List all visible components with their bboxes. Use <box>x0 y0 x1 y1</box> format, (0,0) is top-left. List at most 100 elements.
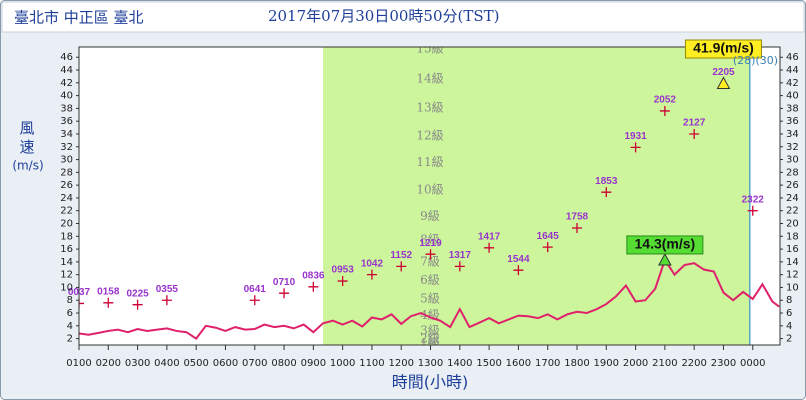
level-label: 1級 <box>420 336 440 350</box>
y-tick-label: 12 <box>60 270 73 281</box>
point-label: 1758 <box>566 212 589 223</box>
y2-tick-label: 22 <box>786 206 799 217</box>
point-label: 1219 <box>419 238 442 249</box>
y2-tick-label: 24 <box>786 193 799 204</box>
x-tick-label: 0600 <box>213 358 238 369</box>
point-label: 0225 <box>126 288 149 299</box>
x-tick-label: 0200 <box>96 358 121 369</box>
shaded-range <box>323 47 750 345</box>
gust-point <box>396 261 407 272</box>
level-label: 5級 <box>420 291 440 305</box>
point-label: 2052 <box>654 95 677 106</box>
max-label: 14.3(m/s) <box>635 236 696 252</box>
max-box <box>626 235 704 255</box>
y2-tick-label: 44 <box>786 65 799 76</box>
level-label: 14級 <box>416 71 443 85</box>
header-bar <box>1 1 805 33</box>
x-tick-label: 1400 <box>447 358 472 369</box>
y-tick-label: 6 <box>67 308 73 319</box>
x-tick-label: 1500 <box>476 358 501 369</box>
point-label: 2205 <box>712 67 735 78</box>
x-tick-label: 2100 <box>652 358 677 369</box>
y2-tick-label: 20 <box>786 218 799 229</box>
y2-tick-label: 4 <box>786 321 792 332</box>
y2-tick-label: 28 <box>786 167 799 178</box>
point-label: 2127 <box>683 118 706 129</box>
chart-title: 2017年07月30日00時50分(TST) <box>268 7 500 25</box>
y2-tick-label: 40 <box>786 91 799 102</box>
level-label: 7級 <box>420 254 440 268</box>
max-marker <box>658 252 672 266</box>
gust-point <box>132 299 143 310</box>
y2-tick-label: 6 <box>786 308 792 319</box>
point-label: 0355 <box>156 284 179 295</box>
x-tick-label: 2200 <box>681 358 706 369</box>
level-label: 10級 <box>416 183 443 197</box>
point-label: 0953 <box>332 265 355 276</box>
y2-tick-label: 38 <box>786 103 799 114</box>
y2-tick-label: 30 <box>786 155 799 166</box>
level-label: 12級 <box>416 128 443 142</box>
x-tick-label: 1700 <box>535 358 560 369</box>
gust-point <box>659 105 670 116</box>
gust-point <box>279 288 290 299</box>
point-label: 0641 <box>244 284 267 295</box>
y-tick-label: 28 <box>60 167 73 178</box>
point-label: 2322 <box>742 194 765 205</box>
x-tick-label: 0900 <box>301 358 326 369</box>
x-tick-label: 0700 <box>242 358 267 369</box>
max-box <box>684 39 762 59</box>
gust-point <box>337 276 348 287</box>
x-tick-label: 2000 <box>623 358 648 369</box>
gust-point <box>454 261 465 272</box>
point-label: 1417 <box>478 231 501 242</box>
level-label: 6級 <box>420 273 440 287</box>
y-tick-label: 8 <box>67 295 73 306</box>
y2-tick-label: 36 <box>786 116 799 127</box>
y-tick-label: 18 <box>60 231 73 242</box>
gust-point <box>542 242 553 253</box>
gust-point <box>103 297 114 308</box>
level-label: 3級 <box>420 323 440 337</box>
y2-tick-label: 2 <box>786 334 792 345</box>
y-tick-label: 22 <box>60 206 73 217</box>
y-tick-label: 10 <box>60 282 73 293</box>
y2-tick-label: 26 <box>786 180 799 191</box>
y2-tick-label: 18 <box>786 231 799 242</box>
y2-tick-label: 42 <box>786 78 799 89</box>
point-label: 1544 <box>507 254 530 265</box>
x-tick-label: 0800 <box>271 358 296 369</box>
point-label: 0710 <box>273 277 296 288</box>
max-label: 41.9(m/s) <box>693 40 754 56</box>
y-tick-label: 26 <box>60 180 73 191</box>
gust-point <box>366 269 377 280</box>
y2-tick-label: 32 <box>786 142 799 153</box>
y2-tick-label: 46 <box>786 52 799 63</box>
level-label: 8級 <box>420 233 440 247</box>
level-label: 15級 <box>416 41 443 55</box>
gust-point <box>425 249 436 260</box>
y-tick-label: 38 <box>60 103 73 114</box>
point-label: 1931 <box>624 131 647 142</box>
point-label: 1645 <box>537 231 560 242</box>
y-tick-label: 20 <box>60 218 73 229</box>
x-tick-label: 1200 <box>389 358 414 369</box>
y-tick-label: 30 <box>60 155 73 166</box>
level-label: 13級 <box>416 100 443 114</box>
x-tick-label: 0300 <box>125 358 150 369</box>
gust-point <box>601 187 612 198</box>
x-tick-label: 1900 <box>594 358 619 369</box>
level-label: 2級 <box>420 332 440 346</box>
gust-point <box>79 298 84 309</box>
y-axis-label: 風速 <box>18 120 36 158</box>
y-tick-label: 36 <box>60 116 73 127</box>
y2-tick-label: 34 <box>786 129 799 140</box>
y-tick-label: 44 <box>60 65 73 76</box>
y-tick-label: 24 <box>60 193 73 204</box>
x-tick-label: 1800 <box>564 358 589 369</box>
point-label: 0037 <box>68 287 91 298</box>
y2-tick-label: 12 <box>786 270 799 281</box>
gust-point <box>747 205 758 216</box>
